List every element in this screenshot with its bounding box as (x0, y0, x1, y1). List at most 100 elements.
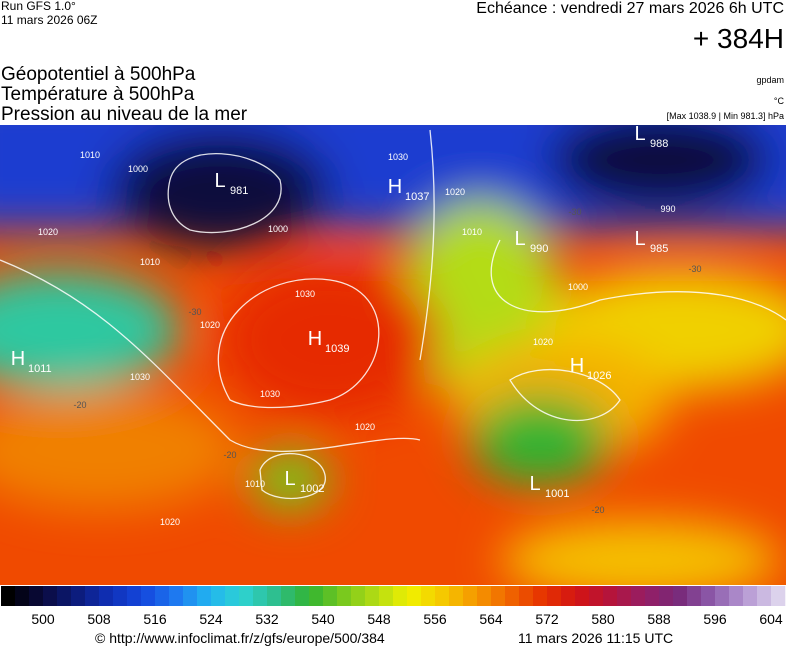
colorbar-label: 500 (31, 611, 55, 627)
isobars (0, 129, 786, 500)
valid-time: Echéance : vendredi 27 mars 2026 6h UTC (476, 0, 784, 17)
center-value: 985 (650, 243, 668, 255)
colorbar-label: 572 (535, 611, 559, 627)
isobar-label: 1010 (140, 257, 160, 267)
colorbar-label: 604 (759, 611, 783, 627)
colorbar-swatch (43, 586, 58, 606)
colorbar-label: 564 (479, 611, 503, 627)
colorbar-swatch (337, 586, 352, 606)
colorbar-swatch (603, 586, 618, 606)
colorbar-swatch (71, 586, 86, 606)
colorbar-swatch (743, 586, 758, 606)
isobar-label: 1030 (388, 152, 408, 162)
colorbar-swatch (547, 586, 562, 606)
colorbar-label: 548 (367, 611, 391, 627)
center-type: L (634, 228, 645, 250)
colorbar-label: 556 (423, 611, 447, 627)
colorbar-swatch (757, 586, 772, 606)
footer: © http://www.infoclimat.fr/z/gfs/europe/… (95, 630, 673, 646)
colorbar-swatch (365, 586, 380, 606)
colorbar-swatch (113, 586, 128, 606)
center-value: 981 (230, 185, 248, 197)
colorbar-swatch (379, 586, 394, 606)
colorbar-swatch (141, 586, 156, 606)
generated: 11 mars 2026 11:15 UTC (518, 630, 673, 646)
colorbar-label: 532 (255, 611, 279, 627)
colorbar-swatch (561, 586, 576, 606)
temperature-label: -20 (73, 400, 86, 410)
colorbar-swatch (491, 586, 506, 606)
isobar-label: 1020 (200, 320, 220, 330)
center-value: 1011 (28, 363, 52, 375)
isobar-label: 1020 (445, 187, 465, 197)
lead-time: + 384H (693, 23, 784, 54)
isobar-label: 1000 (128, 164, 148, 174)
colorbar-swatch (575, 586, 590, 606)
colorbar-swatch (407, 586, 422, 606)
colorbar-swatch (225, 586, 240, 606)
colorbar-swatch (57, 586, 72, 606)
colorbar-swatch (673, 586, 688, 606)
source: © http://www.infoclimat.fr/z/gfs/europe/… (95, 630, 385, 646)
center-value: 1037 (405, 191, 429, 203)
center-type: L (514, 228, 525, 250)
colorbar-swatch (29, 586, 44, 606)
colorbar-swatch (309, 586, 324, 606)
colorbar-label: 588 (647, 611, 671, 627)
colorbar-swatch (477, 586, 492, 606)
colorbar-swatch (169, 586, 184, 606)
isobar-label: 1020 (355, 422, 375, 432)
colorbar-swatch (183, 586, 198, 606)
center-value: 988 (650, 138, 668, 150)
colorbar-swatch (771, 586, 786, 606)
temperature-label: -20 (223, 450, 236, 460)
field: Pression au niveau de la mer (1, 104, 248, 125)
center-type: H (570, 355, 584, 377)
colorbar-swatch (267, 586, 282, 606)
colorbar-swatch (421, 586, 436, 606)
colorbar-swatch (617, 586, 632, 606)
center-value: 990 (530, 243, 548, 255)
colorbar-label: 596 (703, 611, 727, 627)
colorbar-swatch (1, 586, 16, 606)
colorbar-swatch (687, 586, 702, 606)
colorbar-swatch (533, 586, 548, 606)
isobar-label: 1010 (462, 227, 482, 237)
run-date: 11 mars 2026 06Z (1, 13, 98, 27)
unit: gpdam (756, 75, 784, 85)
isobar-label: 1030 (295, 289, 315, 299)
isobar-label: 1030 (260, 389, 280, 399)
center-value: 1002 (300, 483, 324, 495)
center-type: L (214, 170, 225, 192)
header: Run GFS 1.0° 11 mars 2026 06Z Echéance :… (1, 0, 784, 125)
colorbar-swatch (155, 586, 170, 606)
run: Run GFS 1.0° (1, 0, 76, 13)
center-value: 1001 (545, 488, 569, 500)
colorbar-swatch (211, 586, 226, 606)
field: Température à 500hPa (1, 84, 195, 105)
center-type: L (284, 468, 295, 490)
colorbar-swatch (519, 586, 534, 606)
isobar-label: 1020 (533, 337, 553, 347)
center-value: 1039 (325, 343, 349, 355)
colorbar-swatch (589, 586, 604, 606)
colorbar-swatch (435, 586, 450, 606)
isobar-label: 990 (660, 204, 675, 214)
colorbar-swatch (239, 586, 254, 606)
colorbar-swatch (505, 586, 520, 606)
isobar-label: 1000 (568, 282, 588, 292)
colorbar-swatch (631, 586, 646, 606)
colorbar-swatch (99, 586, 114, 606)
isobar-label: 1020 (160, 517, 180, 527)
center-type: H (388, 176, 402, 198)
center-value: 1026 (587, 370, 611, 382)
field: Géopotentiel à 500hPa (1, 64, 196, 85)
colorbar-swatch (393, 586, 408, 606)
unit: °C (774, 96, 785, 106)
temperature-label: -20 (591, 505, 604, 515)
center-type: H (11, 348, 25, 370)
temperature-label: -30 (568, 207, 581, 217)
center-type: L (529, 473, 540, 495)
